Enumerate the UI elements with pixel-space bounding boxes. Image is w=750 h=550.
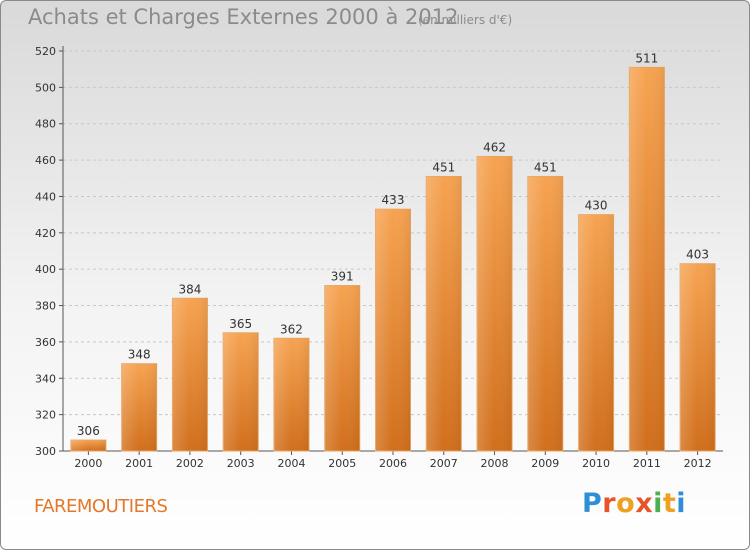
x-tick-label: 2007 [430,457,458,470]
bar-shine [172,298,208,451]
value-label: 306 [77,424,100,438]
logo-letter: P [582,488,603,519]
value-label: 433 [382,193,405,207]
x-tick-label: 2000 [74,457,102,470]
bar-shine [70,440,106,451]
bar-shine [223,332,259,451]
logo-letter: r [602,488,617,519]
x-tick-label: 2001 [125,457,153,470]
y-tick-label: 400 [35,263,56,276]
bar-shine [273,338,309,451]
y-tick-label: 460 [35,154,56,167]
value-label: 511 [635,51,658,65]
x-tick-label: 2012 [684,457,712,470]
bar-shine [477,156,513,452]
y-tick-label: 300 [35,445,56,458]
value-label: 462 [483,140,506,154]
value-label: 451 [534,160,557,174]
y-tick-label: 520 [35,45,56,58]
value-label: 451 [432,160,455,174]
x-tick-label: 2008 [481,457,509,470]
bar-shine [121,363,157,451]
logo-letter: o [616,488,636,519]
x-tick-label: 2010 [582,457,610,470]
value-label: 391 [331,270,354,284]
y-tick-label: 340 [35,372,56,385]
value-label: 365 [229,317,252,331]
value-label: 384 [178,282,201,296]
value-label: 362 [280,322,303,336]
proxiti-logo: Proxiti [582,488,686,519]
logo-letter: i [676,488,687,519]
x-tick-label: 2011 [633,457,661,470]
y-tick-label: 360 [35,336,56,349]
x-tick-label: 2002 [176,457,204,470]
y-tick-label: 380 [35,300,56,313]
x-tick-label: 2005 [328,457,356,470]
logo-letter: t [662,488,677,519]
y-tick-label: 420 [35,227,56,240]
value-label: 430 [585,199,608,213]
bar-shine [426,176,462,452]
y-tick-label: 320 [35,409,56,422]
bar-shine [527,176,563,452]
logo-letter: x [635,488,654,519]
x-tick-label: 2006 [379,457,407,470]
bar-shine [629,67,665,451]
chart-subtitle: (en milliers d'€) [418,13,513,27]
bar-shine [324,285,360,451]
x-tick-label: 2003 [227,457,255,470]
chart-title: Achats et Charges Externes 2000 à 2012 [28,5,459,29]
x-tick-label: 2009 [531,457,559,470]
value-label: 403 [686,248,709,262]
y-tick-label: 500 [35,81,56,94]
logo-letter: i [653,488,663,519]
y-tick-label: 480 [35,118,56,131]
bar-shine [375,209,411,451]
bar-shine [680,263,716,451]
bar-shine [578,214,614,451]
y-tick-label: 440 [35,190,56,203]
value-label: 348 [128,348,151,362]
x-tick-label: 2004 [277,457,305,470]
town-name: FAREMOUTIERS [34,496,168,517]
